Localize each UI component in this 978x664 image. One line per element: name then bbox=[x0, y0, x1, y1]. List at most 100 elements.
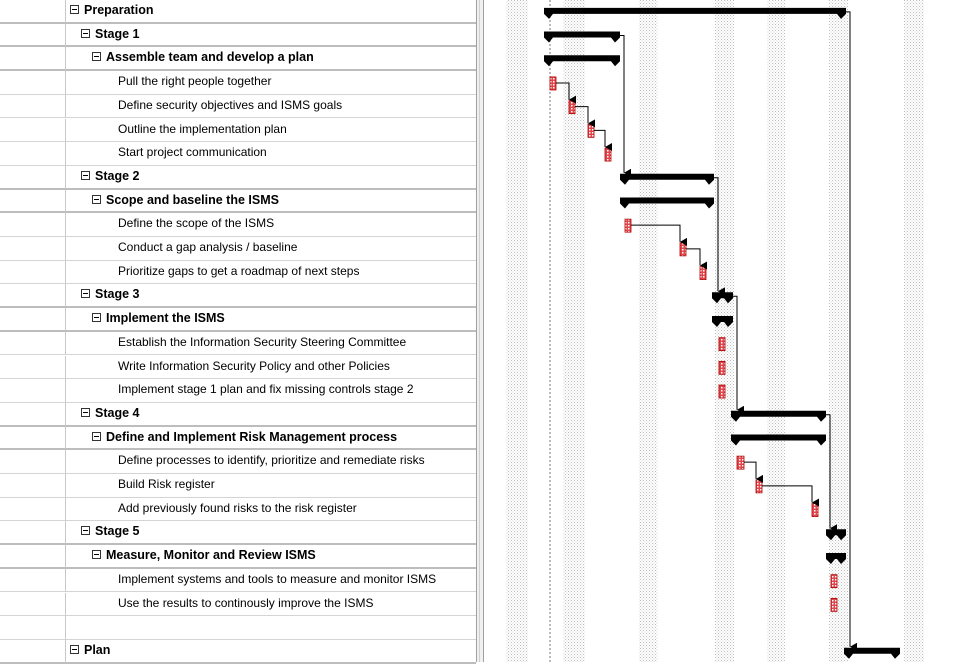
collapse-minus-icon[interactable] bbox=[81, 407, 90, 417]
task-name-cell[interactable]: Define and Implement Risk Management pro… bbox=[66, 427, 476, 451]
task-name-cell[interactable]: Plan bbox=[66, 640, 476, 664]
task-name-label: Implement the ISMS bbox=[106, 311, 225, 326]
row-header-cell[interactable] bbox=[0, 308, 66, 332]
task-row[interactable]: Add previously found risks to the risk r… bbox=[0, 497, 476, 522]
summary-task-row[interactable]: Measure, Monitor and Review ISMS bbox=[0, 545, 476, 569]
task-name-cell[interactable]: Implement stage 1 plan and fix missing c… bbox=[66, 379, 476, 403]
collapse-minus-icon[interactable] bbox=[92, 52, 101, 62]
row-header-cell[interactable] bbox=[0, 616, 66, 640]
task-bar bbox=[718, 360, 726, 375]
collapse-minus-icon[interactable] bbox=[92, 550, 101, 560]
task-name-cell[interactable]: Establish the Information Security Steer… bbox=[66, 332, 476, 356]
collapse-minus-icon[interactable] bbox=[70, 644, 79, 654]
task-row[interactable]: Define processes to identify, prioritize… bbox=[0, 450, 476, 474]
task-name-cell[interactable]: Prioritize gaps to get a roadmap of next… bbox=[66, 261, 476, 285]
summary-task-row[interactable]: Define and Implement Risk Management pro… bbox=[0, 426, 476, 451]
task-name-cell[interactable]: Stage 3 bbox=[66, 284, 476, 309]
row-header-cell[interactable] bbox=[0, 639, 66, 664]
task-row[interactable]: Pull the right people together bbox=[0, 71, 476, 95]
task-name-cell[interactable]: Stage 4 bbox=[66, 403, 476, 427]
summary-bar bbox=[731, 434, 826, 446]
row-header-cell[interactable] bbox=[0, 165, 66, 190]
task-name-cell[interactable]: Measure, Monitor and Review ISMS bbox=[66, 545, 476, 569]
row-header-cell[interactable] bbox=[0, 189, 66, 214]
task-name-cell[interactable]: Add previously found risks to the risk r… bbox=[66, 498, 476, 522]
task-row[interactable]: Define security objectives and ISMS goal… bbox=[0, 94, 476, 119]
task-row[interactable]: Outline the implementation plan bbox=[0, 118, 476, 143]
task-name-cell[interactable]: Assemble team and develop a plan bbox=[66, 47, 476, 72]
task-name-cell[interactable]: Define processes to identify, prioritize… bbox=[66, 450, 476, 474]
task-name-cell[interactable]: Stage 5 bbox=[66, 521, 476, 546]
collapse-minus-icon[interactable] bbox=[92, 431, 101, 441]
row-header-cell[interactable] bbox=[0, 142, 66, 166]
row-header-cell[interactable] bbox=[0, 497, 66, 522]
row-header-cell[interactable] bbox=[0, 94, 66, 119]
row-header-cell[interactable] bbox=[0, 474, 66, 498]
row-header-cell[interactable] bbox=[0, 331, 66, 356]
summary-task-row[interactable]: Stage 3 bbox=[0, 284, 476, 309]
row-header-cell[interactable] bbox=[0, 568, 66, 593]
row-header-cell[interactable] bbox=[0, 402, 66, 427]
row-header-cell[interactable] bbox=[0, 237, 66, 261]
pane-splitter[interactable] bbox=[476, 0, 484, 662]
row-header-cell[interactable] bbox=[0, 592, 66, 617]
task-row[interactable]: Use the results to continously improve t… bbox=[0, 592, 476, 617]
task-name-cell[interactable]: Stage 2 bbox=[66, 166, 476, 190]
summary-task-row[interactable]: Plan bbox=[0, 639, 476, 664]
row-header-cell[interactable] bbox=[0, 521, 66, 546]
task-name-cell[interactable]: Define security objectives and ISMS goal… bbox=[66, 95, 476, 119]
row-header-cell[interactable] bbox=[0, 213, 66, 237]
row-header-cell[interactable] bbox=[0, 379, 66, 403]
row-header-cell[interactable] bbox=[0, 426, 66, 451]
row-header-cell[interactable] bbox=[0, 545, 66, 569]
task-row[interactable] bbox=[0, 616, 476, 640]
row-header-cell[interactable] bbox=[0, 0, 66, 24]
summary-task-row[interactable]: Stage 2 bbox=[0, 165, 476, 190]
summary-task-row[interactable]: Assemble team and develop a plan bbox=[0, 47, 476, 72]
row-header-cell[interactable] bbox=[0, 284, 66, 309]
summary-task-row[interactable]: Stage 1 bbox=[0, 23, 476, 48]
task-row[interactable]: Conduct a gap analysis / baseline bbox=[0, 237, 476, 261]
row-header-cell[interactable] bbox=[0, 47, 66, 72]
task-row[interactable]: Prioritize gaps to get a roadmap of next… bbox=[0, 260, 476, 285]
row-header-cell[interactable] bbox=[0, 450, 66, 474]
collapse-minus-icon[interactable] bbox=[81, 289, 90, 299]
task-row[interactable]: Implement stage 1 plan and fix missing c… bbox=[0, 379, 476, 403]
row-header-cell[interactable] bbox=[0, 118, 66, 143]
summary-task-row[interactable]: Preparation bbox=[0, 0, 476, 24]
collapse-minus-icon[interactable] bbox=[81, 28, 90, 38]
task-row[interactable]: Implement systems and tools to measure a… bbox=[0, 568, 476, 593]
row-header-cell[interactable] bbox=[0, 355, 66, 380]
task-name-cell[interactable]: Outline the implementation plan bbox=[66, 119, 476, 143]
collapse-minus-icon[interactable] bbox=[81, 526, 90, 536]
task-name-cell[interactable]: Preparation bbox=[66, 0, 476, 24]
task-name-cell[interactable]: Build Risk register bbox=[66, 474, 476, 498]
task-row[interactable]: Start project communication bbox=[0, 142, 476, 166]
task-name-cell[interactable]: Use the results to continously improve t… bbox=[66, 593, 476, 617]
task-name-cell[interactable]: Stage 1 bbox=[66, 24, 476, 48]
task-name-cell[interactable]: Define the scope of the ISMS bbox=[66, 213, 476, 237]
task-name-cell[interactable]: Pull the right people together bbox=[66, 71, 476, 95]
task-name-cell[interactable]: Start project communication bbox=[66, 142, 476, 166]
summary-task-row[interactable]: Implement the ISMS bbox=[0, 308, 476, 332]
task-row[interactable]: Build Risk register bbox=[0, 474, 476, 498]
row-header-cell[interactable] bbox=[0, 71, 66, 95]
summary-task-row[interactable]: Stage 4 bbox=[0, 402, 476, 427]
task-name-cell[interactable]: Scope and baseline the ISMS bbox=[66, 190, 476, 214]
task-name-cell[interactable]: Implement the ISMS bbox=[66, 308, 476, 332]
collapse-minus-icon[interactable] bbox=[70, 5, 79, 14]
task-name-cell[interactable] bbox=[66, 616, 476, 640]
task-name-cell[interactable]: Implement systems and tools to measure a… bbox=[66, 569, 476, 593]
task-row[interactable]: Establish the Information Security Steer… bbox=[0, 331, 476, 356]
task-name-cell[interactable]: Conduct a gap analysis / baseline bbox=[66, 237, 476, 261]
task-row[interactable]: Write Information Security Policy and ot… bbox=[0, 355, 476, 380]
row-header-cell[interactable] bbox=[0, 260, 66, 285]
collapse-minus-icon[interactable] bbox=[81, 170, 90, 180]
summary-task-row[interactable]: Stage 5 bbox=[0, 521, 476, 546]
task-row[interactable]: Define the scope of the ISMS bbox=[0, 213, 476, 237]
row-header-cell[interactable] bbox=[0, 23, 66, 48]
collapse-minus-icon[interactable] bbox=[92, 194, 101, 204]
summary-task-row[interactable]: Scope and baseline the ISMS bbox=[0, 189, 476, 214]
collapse-minus-icon[interactable] bbox=[92, 313, 101, 323]
task-name-cell[interactable]: Write Information Security Policy and ot… bbox=[66, 356, 476, 380]
